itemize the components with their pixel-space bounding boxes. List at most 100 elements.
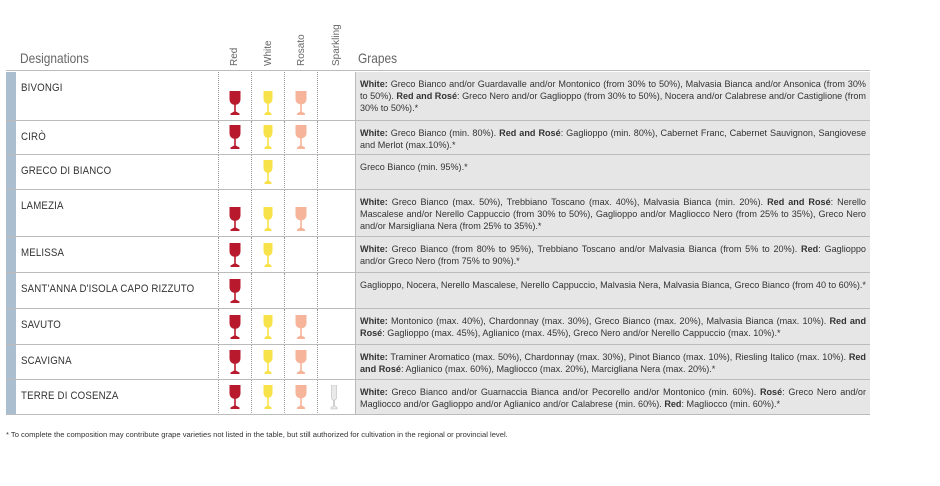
footnote: * To complete the composition may contri… <box>6 430 508 439</box>
white-wine-glass-icon <box>261 125 275 150</box>
row-divider <box>6 344 870 345</box>
grapes-description: : Gaglioppo and/or Greco Nero (from 75% … <box>360 244 866 266</box>
red-wine-glass-icon <box>228 385 242 410</box>
rosato-wine-glass-icon <box>294 91 308 116</box>
white-wine-glass-icon <box>261 350 275 375</box>
red-cell <box>218 309 252 345</box>
row-divider <box>6 120 870 121</box>
white-cell <box>251 190 285 237</box>
grapes-description: : Magliocco (min. 60%).* <box>681 399 781 409</box>
designation-name: SANT'ANNA D'ISOLA CAPO RIZZUTO <box>21 283 195 295</box>
sparkling-cell <box>317 380 351 415</box>
grapes-description: : Gaglioppo (min. 80%), Cabernet Franc, … <box>360 128 867 150</box>
rosato-cell <box>284 345 318 380</box>
sparkling-cell <box>317 273 351 309</box>
red-wine-glass-icon <box>228 91 242 116</box>
grapes-description: Greco Bianco (max. 50%), Trebbiano Tosca… <box>387 197 768 207</box>
grapes-cell: White: Montonico (max. 40%), Chardonnay … <box>355 309 870 345</box>
white-cell <box>251 309 285 345</box>
white-wine-glass-icon <box>261 385 275 410</box>
header-divider <box>6 70 870 71</box>
grapes-text: Greco Bianco (min. 95%).* <box>356 155 870 173</box>
white-wine-glass-icon <box>261 207 275 232</box>
grapes-text: Gaglioppo, Nocera, Nerello Mascalese, Ne… <box>356 273 870 291</box>
designation-name: GRECO DI BIANCO <box>21 165 112 177</box>
designation-name: SAVUTO <box>21 319 61 331</box>
row-divider <box>6 272 870 273</box>
grapes-text: White: Montonico (max. 40%), Chardonnay … <box>356 309 870 339</box>
red-cell <box>218 72 252 121</box>
grapes-cell: White: Greco Bianco (from 80% to 95%), T… <box>355 237 870 273</box>
grapes-description: : Nerello Mascalese and/or Nerello Cappu… <box>360 197 866 231</box>
grapes-description: : Greco Nero and/or Gaglioppo (from 30% … <box>360 91 866 113</box>
grapes-text: White: Greco Bianco (min. 80%). Red and … <box>356 121 870 151</box>
grapes-description: Greco Bianco and/or Guardavalle and/or M… <box>360 79 866 101</box>
grapes-cell: White: Traminer Aromatico (max. 50%), Ch… <box>355 345 870 380</box>
grapes-text: White: Greco Bianco (from 80% to 95%), T… <box>356 237 870 267</box>
grapes-description: : Greco Nero and/or Magliocco and/or Gag… <box>360 387 866 409</box>
row-divider <box>6 379 870 380</box>
rosato-wine-glass-icon <box>294 125 308 150</box>
grapes-description: Greco Bianco (min. 80%). <box>387 128 500 138</box>
table-row: GRECO DI BIANCO Greco Bianco (min. 95%).* <box>6 155 870 190</box>
row-divider <box>6 236 870 237</box>
row-accent-bar <box>6 237 16 273</box>
grapes-text: White: Traminer Aromatico (max. 50%), Ch… <box>356 345 870 375</box>
sparkling-cell <box>317 72 351 121</box>
grapes-label: Rosé <box>759 387 783 397</box>
grapes-description: Greco Bianco (from 80% to 95%), Trebbian… <box>387 244 802 254</box>
grapes-label: Red and Rosé <box>499 128 561 138</box>
designation-name: LAMEZIA <box>21 200 64 212</box>
grapes-label: White: <box>360 79 388 89</box>
grapes-description: Traminer Aromatico (max. 50%), Chardonna… <box>387 352 849 362</box>
designation-name: MELISSA <box>21 247 65 259</box>
sparkling-cell <box>317 155 351 190</box>
grapes-header: Grapes <box>358 50 398 66</box>
grapes-description: Montonico (max. 40%), Chardonnay (max. 3… <box>387 316 830 326</box>
white-wine-glass-icon <box>261 160 275 185</box>
white-cell <box>251 345 285 380</box>
red-cell <box>218 380 252 415</box>
rosato-cell <box>284 121 318 155</box>
white-cell <box>251 273 285 309</box>
rosato-cell <box>284 190 318 237</box>
row-accent-bar <box>6 273 16 309</box>
white-cell <box>251 380 285 415</box>
table-row: BIVONGI White: Greco Bianco and/or Guarda… <box>6 72 870 121</box>
grapes-label: White: <box>360 316 388 326</box>
sparkling-cell <box>317 190 351 237</box>
row-accent-bar <box>6 155 16 190</box>
grapes-cell: White: Greco Bianco (max. 50%), Trebbian… <box>355 190 870 237</box>
red-wine-glass-icon <box>228 350 242 375</box>
designation-name: TERRE DI COSENZA <box>21 390 119 402</box>
rosato-cell <box>284 380 318 415</box>
row-divider <box>6 189 870 190</box>
grapes-label: Red and Rosé <box>360 316 866 338</box>
grapes-label: White: <box>360 128 388 138</box>
red-wine-glass-icon <box>228 125 242 150</box>
row-divider <box>6 154 870 155</box>
table-row: SANT'ANNA D'ISOLA CAPO RIZZUTO Gaglioppo,… <box>6 273 870 309</box>
grapes-description: : Gaglioppo (max. 45%), Aglianico (max. … <box>382 328 781 338</box>
grapes-cell: White: Greco Bianco and/or Guarnaccia Bi… <box>355 380 870 415</box>
white-wine-glass-icon <box>261 243 275 268</box>
table-row: MELISSA White: Greco Bianco (from 80% to … <box>6 237 870 273</box>
grapes-text: White: Greco Bianco (max. 50%), Trebbian… <box>356 190 870 232</box>
designation-name: CIRÒ <box>21 131 46 143</box>
grapes-label: Red <box>801 244 819 254</box>
table-row: TERRE DI COSENZA White: Greco Bianco and/… <box>6 380 870 415</box>
row-divider <box>6 308 870 309</box>
designations-header: Designations <box>20 50 89 66</box>
white-cell <box>251 121 285 155</box>
rosato-wine-glass-icon <box>294 350 308 375</box>
designation-name: SCAVIGNA <box>21 355 72 367</box>
white-cell <box>251 237 285 273</box>
row-accent-bar <box>6 309 16 345</box>
sparkling-cell <box>317 309 351 345</box>
rosato-cell <box>284 273 318 309</box>
grapes-description: Greco Bianco (min. 95%).* <box>360 162 468 172</box>
table-row: LAMEZIA White: Greco Bianco (max. 50%), T… <box>6 190 870 237</box>
red-wine-glass-icon <box>228 279 242 304</box>
grapes-cell: Gaglioppo, Nocera, Nerello Mascalese, Ne… <box>355 273 870 309</box>
grapes-cell: White: Greco Bianco (min. 80%). Red and … <box>355 121 870 155</box>
